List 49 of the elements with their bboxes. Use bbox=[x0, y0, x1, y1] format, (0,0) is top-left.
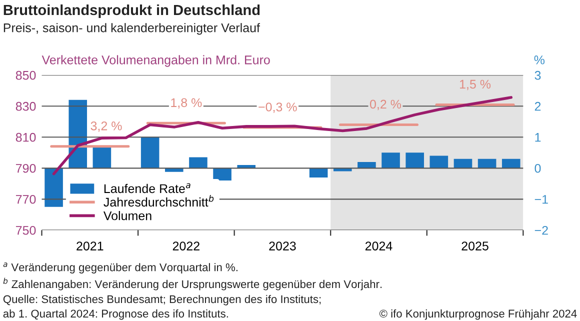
x-tick-label: 2024 bbox=[365, 242, 392, 250]
x-tick-label: 2023 bbox=[269, 242, 296, 250]
y2-tick-label: 3 bbox=[534, 70, 541, 80]
bar bbox=[454, 158, 472, 168]
y-axis-title: Verkettete Volumenangaben in Mrd. Euro bbox=[42, 55, 270, 67]
text: ab 1. Quartal 2024: Prognose des ifo Instituts. bbox=[3, 309, 228, 320]
bar bbox=[140, 137, 160, 168]
bar bbox=[44, 168, 63, 207]
y-tick-label: 750 bbox=[16, 226, 36, 235]
bar bbox=[502, 158, 520, 168]
annotation: −0,3 % bbox=[258, 102, 297, 113]
bar bbox=[213, 168, 232, 181]
legend-label: Volumen bbox=[103, 211, 152, 220]
text: © ifo Konjunkturprognose Frühjahr 2024 bbox=[379, 309, 577, 320]
y-tick-label: 850 bbox=[16, 70, 36, 80]
y2-tick-label: 2 bbox=[534, 102, 541, 111]
legend-label: Laufende Rate$^{a}$ bbox=[104, 183, 190, 194]
annotation: 0,2 % bbox=[370, 100, 402, 110]
x-tick-label: 2025 bbox=[462, 242, 488, 250]
bar bbox=[309, 168, 328, 178]
bar bbox=[189, 157, 208, 168]
y-tick-label: 810 bbox=[16, 132, 36, 142]
y2-tick-label: 0 bbox=[534, 164, 541, 173]
y2-tick-label: −1 bbox=[534, 195, 548, 204]
chart-title: Bruttoinlandsprodukt in Deutschland bbox=[4, 4, 260, 18]
y2-tick-label: −2 bbox=[534, 226, 548, 235]
bar bbox=[358, 162, 376, 168]
bar bbox=[406, 152, 424, 168]
bar bbox=[478, 158, 496, 168]
y-tick-label: 830 bbox=[16, 102, 36, 111]
text: $^{b}$ Zahlenangaben: Veränderung der Ursprungswerte gegenüber dem Vorjahr. bbox=[3, 278, 382, 290]
annotation: 1,8 % bbox=[171, 98, 202, 109]
bar bbox=[165, 168, 184, 172]
text: $^{a}$ Veränderung gegenüber dem Vorquartal in %. bbox=[3, 262, 238, 274]
x-tick-label: 2021 bbox=[76, 242, 104, 250]
y-tick-label: 770 bbox=[16, 194, 36, 204]
line-series bbox=[52, 96, 513, 176]
annotation: 3,2 % bbox=[90, 121, 122, 132]
chart-subtitle: Preis-, saison- und kalenderbereinigter Verlauf bbox=[4, 23, 260, 35]
y-tick-label: 790 bbox=[16, 164, 36, 173]
annotation: 1,5 % bbox=[460, 80, 491, 90]
legend-label: Jahresdurchschnitt$^{b}$ bbox=[104, 195, 214, 207]
y2-tick-label: 1 bbox=[535, 133, 541, 142]
source-note: Quelle: Statistisches Bundesamt; Berechnungen des ifo Instituts; bbox=[3, 294, 321, 306]
bar bbox=[92, 147, 112, 168]
x-tick-label: 2022 bbox=[172, 242, 200, 250]
bar bbox=[382, 152, 400, 168]
bar bbox=[430, 156, 448, 168]
y2-axis-title: % bbox=[534, 56, 545, 64]
